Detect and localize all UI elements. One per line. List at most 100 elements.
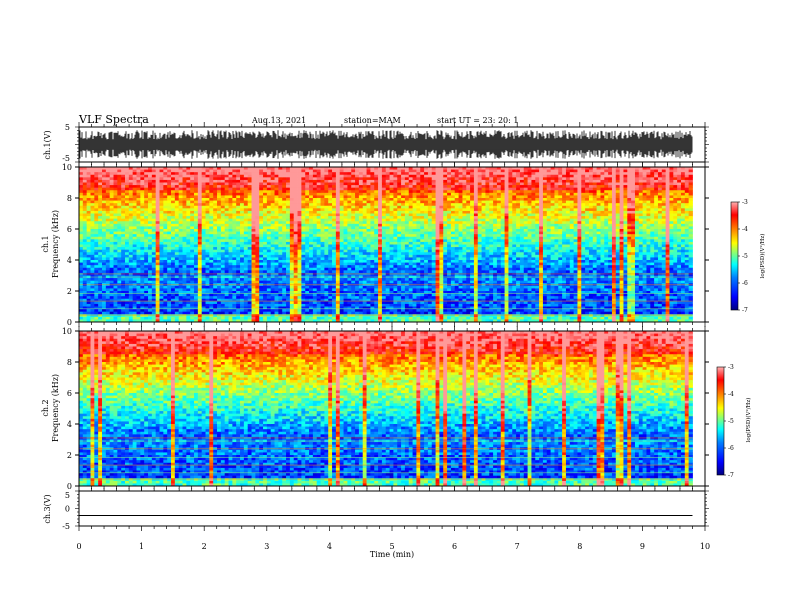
spectrogram-cell [156,221,160,224]
spectrogram-cell [106,273,110,276]
spectrogram-cell [87,252,91,255]
spectrogram-cell [133,286,137,289]
spectrogram-cell [183,226,187,229]
spectrogram-cell [98,219,102,222]
spectrogram-cell [144,255,148,258]
spectrogram-cell [87,314,91,317]
spectrogram-cell [194,288,198,291]
spectrogram-cell [129,255,133,258]
spectrogram-cell [213,314,217,317]
spectrogram-cell [140,247,144,250]
spectrogram-cell [114,175,118,178]
spectrogram-cell [183,219,187,222]
spectrogram-cell [186,301,190,304]
spectrogram-cell [106,219,110,222]
spectrogram-cell [148,312,152,315]
spectrogram-cell [91,224,95,227]
spectrogram-cell [156,175,160,178]
spectrogram-cell [209,188,213,191]
spectrogram-cell [202,226,206,229]
spectrogram-cell [83,294,87,297]
spectrogram-cell [240,188,244,191]
spectrogram-cell [198,180,202,183]
spectrogram-cell [232,170,236,173]
spectrogram-cell [167,301,171,304]
spectrogram-cell [232,188,236,191]
spectrogram-cell [137,170,141,173]
spectrogram-cell [140,242,144,245]
spectrogram-cell [129,224,133,227]
spectrogram-cell [248,312,252,315]
spectrogram-cell [225,229,229,232]
spectrogram-cell [252,252,256,255]
spectrogram-cell [252,263,256,266]
spectrogram-cell [244,214,248,217]
spectrogram-cell [163,288,167,291]
spectrogram-cell [213,188,217,191]
spectrogram-cell [121,314,125,317]
spectrogram-cell [137,211,141,214]
spectrogram-cell [106,234,110,237]
spectrogram-cell [183,317,187,320]
spectrogram-cell [190,257,194,260]
spectrogram-cell [255,242,259,245]
spectrogram-cell [133,288,137,291]
spectrogram-cell [186,263,190,266]
spectrogram-cell [167,278,171,281]
spectrogram-cell [163,296,167,299]
spectrogram-cell [102,252,106,255]
spectrogram-cell [98,237,102,240]
spectrogram-cell [117,265,121,268]
spectrogram-cell [248,242,252,245]
spectrogram-cell [198,270,202,273]
spectrogram-cell [137,286,141,289]
spectrogram-cell [144,221,148,224]
spectrogram-cell [225,286,229,289]
spectrogram-cell [163,170,167,173]
spectrogram-cell [117,288,121,291]
spectrogram-cell [121,273,125,276]
spectrogram-cell [190,242,194,245]
spectrogram-cell [171,190,175,193]
spectrogram-cell [209,226,213,229]
spectrogram-cell [91,183,95,186]
spectrogram-cell [183,170,187,173]
spectrogram-cell [206,263,210,266]
spectrogram-cell [217,237,221,240]
spectrogram-cell [244,288,248,291]
spectrogram-cell [133,296,137,299]
spectrogram-cell [106,312,110,315]
spectrogram-cell [183,206,187,209]
spectrogram-cell [152,201,156,204]
spectrogram-cell [198,312,202,315]
spectrogram-cell [244,281,248,284]
spectrogram-cell [221,229,225,232]
spectrogram-cell [255,268,259,271]
spectrogram-cell [186,208,190,211]
spectrogram-cell [160,201,164,204]
spectrogram-cell [248,224,252,227]
spectrogram-cell [236,185,240,188]
spectrogram-cell [87,183,91,186]
spectrogram-cell [252,201,256,204]
spectrogram-cell [221,301,225,304]
spectrogram-cell [229,242,233,245]
spectrogram-cell [213,312,217,315]
spectrogram-cell [217,263,221,266]
spectrogram-cell [129,214,133,217]
spectrogram-cell [202,229,206,232]
ch1-spectrogram-image [79,167,693,322]
spectrogram-cell [110,216,114,219]
spectrogram-cell [125,180,129,183]
spectrogram-cell [144,317,148,320]
spectrogram-cell [213,170,217,173]
spectrogram-cell [221,180,225,183]
spectrogram-cell [248,309,252,312]
spectrogram-cell [202,265,206,268]
spectrogram-cell [129,257,133,260]
spectrogram-cell [240,242,244,245]
spectrogram-cell [248,301,252,304]
spectrogram-cell [217,294,221,297]
spectrogram-cell [83,301,87,304]
spectrogram-cell [229,317,233,320]
